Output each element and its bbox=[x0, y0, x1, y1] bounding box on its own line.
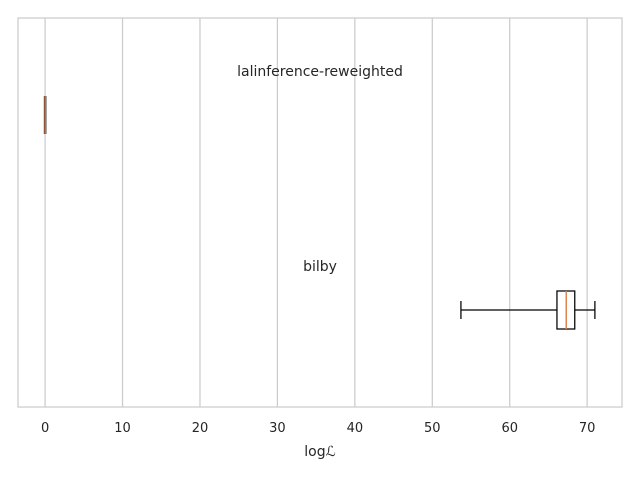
series-annotations: lalinference-reweighted bilby bbox=[237, 64, 403, 275]
grid-lines bbox=[44, 18, 588, 407]
series-label-lalinference-reweighted: lalinference-reweighted bbox=[237, 64, 403, 80]
x-tick-label-0: 0 bbox=[41, 421, 49, 436]
x-tick-label-20: 20 bbox=[192, 421, 209, 436]
x-tick-labels: 0 10 20 30 40 50 60 70 bbox=[41, 421, 595, 436]
x-tick-label-40: 40 bbox=[347, 421, 364, 436]
boxes bbox=[43, 96, 596, 330]
x-tick-label-30: 30 bbox=[269, 421, 286, 436]
x-tick-label-70: 70 bbox=[579, 421, 596, 436]
x-tick-label-10: 10 bbox=[114, 421, 131, 436]
x-axis-label: logℒ bbox=[304, 444, 335, 460]
x-tick-label-60: 60 bbox=[501, 421, 518, 436]
plot-frame bbox=[17, 17, 623, 408]
x-tick-label-50: 50 bbox=[424, 421, 441, 436]
series-label-bilby: bilby bbox=[303, 259, 337, 275]
box-bilby bbox=[460, 290, 596, 330]
